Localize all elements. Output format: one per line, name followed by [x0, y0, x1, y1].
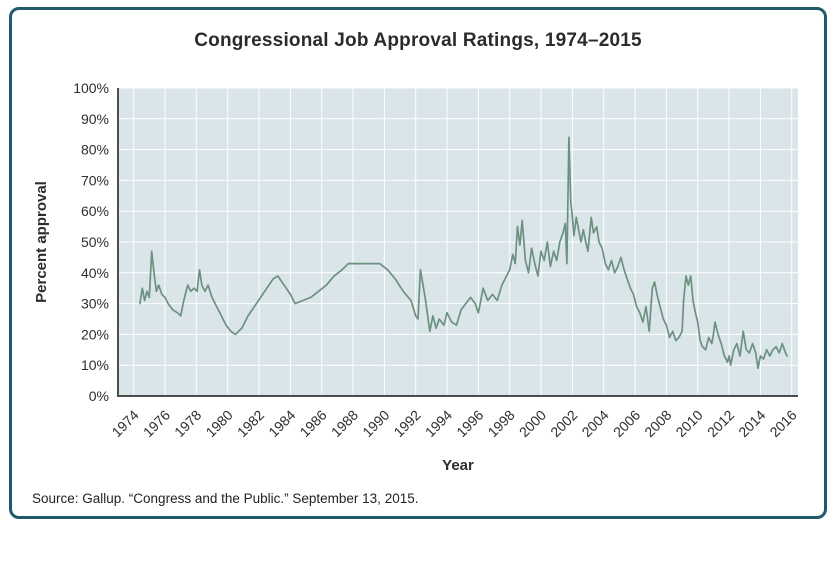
x-tick-label: 1982 — [234, 407, 267, 440]
x-tick-label: 2000 — [516, 407, 549, 440]
x-tick-label: 1988 — [328, 407, 361, 440]
approval-line — [139, 136, 788, 370]
y-tick-label: 50% — [81, 234, 109, 250]
y-tick-label: 40% — [81, 265, 109, 281]
x-tick-label: 2014 — [735, 407, 768, 440]
x-tick-label: 2012 — [704, 407, 737, 440]
y-tick-label: 0% — [89, 388, 109, 404]
x-tick-label: 1994 — [422, 407, 455, 440]
y-tick-label: 60% — [81, 203, 109, 219]
x-tick-label: 1978 — [171, 407, 204, 440]
x-tick-label: 2004 — [578, 407, 611, 440]
chart-generated: 0%10%20%30%40%50%60%70%80%90%100%1974197… — [73, 80, 800, 440]
x-tick-label: 2006 — [610, 407, 643, 440]
y-tick-label: 80% — [81, 142, 109, 158]
source-note: Source: Gallup. “Congress and the Public… — [32, 491, 419, 506]
y-tick-label: 10% — [81, 357, 109, 373]
y-tick-label: 70% — [81, 172, 109, 188]
chart-svg: 0%10%20%30%40%50%60%70%80%90%100%1974197… — [33, 80, 800, 474]
x-tick-label: 2002 — [547, 407, 580, 440]
x-tick-label: 2016 — [766, 407, 799, 440]
x-axis-title: Year — [442, 457, 474, 474]
x-tick-label: 1990 — [359, 407, 392, 440]
y-axis-title: Percent approval — [33, 181, 50, 303]
x-tick-label: 1974 — [108, 407, 141, 440]
x-tick-label: 1992 — [390, 407, 423, 440]
x-tick-label: 1986 — [296, 407, 329, 440]
x-tick-label: 1998 — [484, 407, 517, 440]
x-tick-label: 1984 — [265, 407, 298, 440]
y-tick-label: 100% — [73, 80, 109, 96]
x-tick-label: 1976 — [140, 407, 173, 440]
x-tick-label: 2008 — [641, 407, 674, 440]
x-tick-label: 2010 — [672, 407, 705, 440]
y-tick-label: 30% — [81, 296, 109, 312]
chart-title: Congressional Job Approval Ratings, 1974… — [194, 30, 642, 51]
x-tick-label: 1996 — [453, 407, 486, 440]
y-tick-label: 90% — [81, 111, 109, 127]
chart-figure: Congressional Job Approval Ratings, 1974… — [9, 7, 827, 519]
y-tick-label: 20% — [81, 326, 109, 342]
x-tick-label: 1980 — [202, 407, 235, 440]
